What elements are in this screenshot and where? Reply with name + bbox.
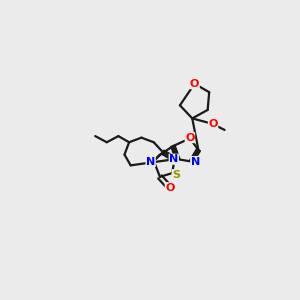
Text: O: O bbox=[190, 79, 199, 89]
Text: S: S bbox=[172, 169, 180, 180]
Text: O: O bbox=[165, 183, 175, 193]
Text: N: N bbox=[146, 157, 155, 166]
Text: O: O bbox=[185, 133, 195, 142]
Text: O: O bbox=[208, 119, 218, 129]
Text: N: N bbox=[169, 154, 178, 164]
Text: N: N bbox=[191, 157, 200, 166]
